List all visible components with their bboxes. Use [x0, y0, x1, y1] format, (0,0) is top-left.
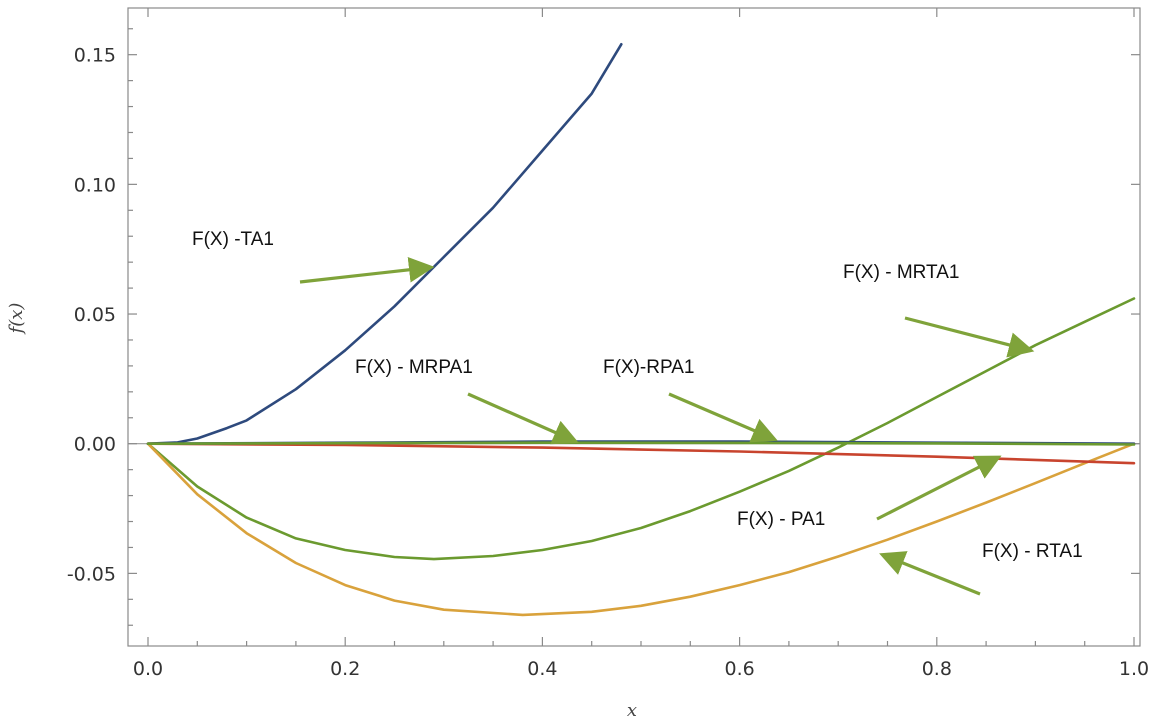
- y-tick-label: -0.05: [67, 563, 116, 585]
- axes: 0.0 0.2 0.4 0.6 0.8 1.0 -0.05 0.00 0.05 0.10 0.15: [67, 8, 1149, 680]
- annotation-label: F(X) - PA1: [737, 509, 825, 530]
- x-tick-label: 1.0: [1119, 658, 1149, 680]
- annotation-arrow: [668, 392, 778, 443]
- x-tick-label: 0.8: [922, 658, 952, 680]
- annotation-label: F(X) - RTA1: [982, 541, 1083, 562]
- x-tick-label: 0.6: [724, 658, 754, 680]
- series-line-6: [146, 441, 1136, 446]
- annotation-arrow: [467, 392, 579, 445]
- annotation-label: F(X)-RPA1: [603, 357, 694, 378]
- plot-frame: [127, 7, 1141, 647]
- annotation-label: F(X) -TA1: [192, 229, 274, 250]
- x-tick-label: 0.2: [330, 658, 360, 680]
- series-group: [146, 43, 1136, 617]
- x-tick-label: 0.0: [133, 658, 163, 680]
- y-tick-label: 0.05: [74, 304, 116, 326]
- annotation-arrow: [876, 455, 1002, 521]
- annotation-label: F(X) - MRTA1: [843, 262, 959, 283]
- series-line-2: [146, 297, 1136, 561]
- y-axis-title: f(x): [6, 303, 27, 336]
- x-axis-title: x: [627, 700, 637, 721]
- y-tick-label: 0.00: [74, 434, 116, 456]
- annotation-arrow: [879, 551, 981, 596]
- y-tick-label: 0.15: [74, 45, 116, 67]
- annotation-label: F(X) - MRPA1: [355, 357, 473, 378]
- annotations: F(X) -TA1 F(X) - MRTA1 F(X) - MRPA1 F(X)-RP…: [192, 229, 1083, 596]
- series-line-1: [146, 43, 623, 445]
- series-line-4: [146, 442, 1136, 465]
- x-tick-label: 0.4: [527, 658, 557, 680]
- series-line-3: [146, 442, 1136, 617]
- annotation-arrow: [299, 257, 435, 284]
- y-tick-label: 0.10: [74, 174, 116, 196]
- annotation-arrow: [904, 316, 1035, 358]
